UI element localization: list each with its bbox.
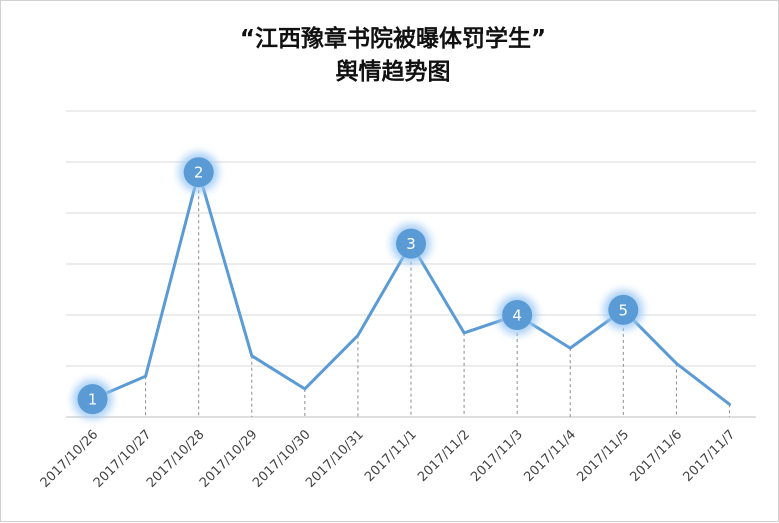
markers-layer: 1 2 3 4 5 bbox=[72, 152, 644, 420]
grid-layer bbox=[66, 110, 756, 418]
x-tick-label: 2017/11/5 bbox=[574, 427, 632, 485]
x-tick-label: 2017/11/7 bbox=[681, 427, 739, 485]
marker-circle bbox=[608, 294, 639, 325]
marker-label: 1 bbox=[88, 391, 98, 409]
marker-circle bbox=[396, 228, 426, 259]
x-tick-label: 2017/10/31 bbox=[303, 427, 367, 491]
event-marker: 2 bbox=[178, 152, 219, 193]
marker-label: 3 bbox=[406, 235, 416, 253]
x-tick-label: 2017/11/6 bbox=[627, 427, 685, 485]
marker-circle bbox=[502, 300, 533, 330]
marker-circle bbox=[77, 384, 108, 415]
x-tick-label: 2017/11/2 bbox=[415, 427, 473, 485]
event-marker: 1 bbox=[72, 379, 113, 420]
x-tick-label: 2017/11/3 bbox=[468, 427, 526, 485]
marker-label: 2 bbox=[194, 164, 204, 182]
event-marker: 5 bbox=[603, 289, 644, 330]
event-marker: 3 bbox=[391, 223, 431, 264]
chart-title-line2: 舆情趋势图 bbox=[336, 59, 451, 85]
x-tick-label: 2017/11/1 bbox=[362, 427, 420, 485]
x-tick-label: 2017/11/4 bbox=[521, 427, 579, 485]
chart-title-line1: “江西豫章书院被曝体罚学生” bbox=[240, 25, 546, 52]
marker-label: 5 bbox=[619, 301, 629, 319]
event-marker: 4 bbox=[497, 295, 538, 335]
x-tick-labels-layer: 2017/10/262017/10/272017/10/282017/10/29… bbox=[38, 427, 739, 491]
marker-label: 4 bbox=[512, 307, 522, 325]
drop-lines-layer bbox=[92, 172, 730, 417]
marker-circle bbox=[183, 157, 214, 188]
